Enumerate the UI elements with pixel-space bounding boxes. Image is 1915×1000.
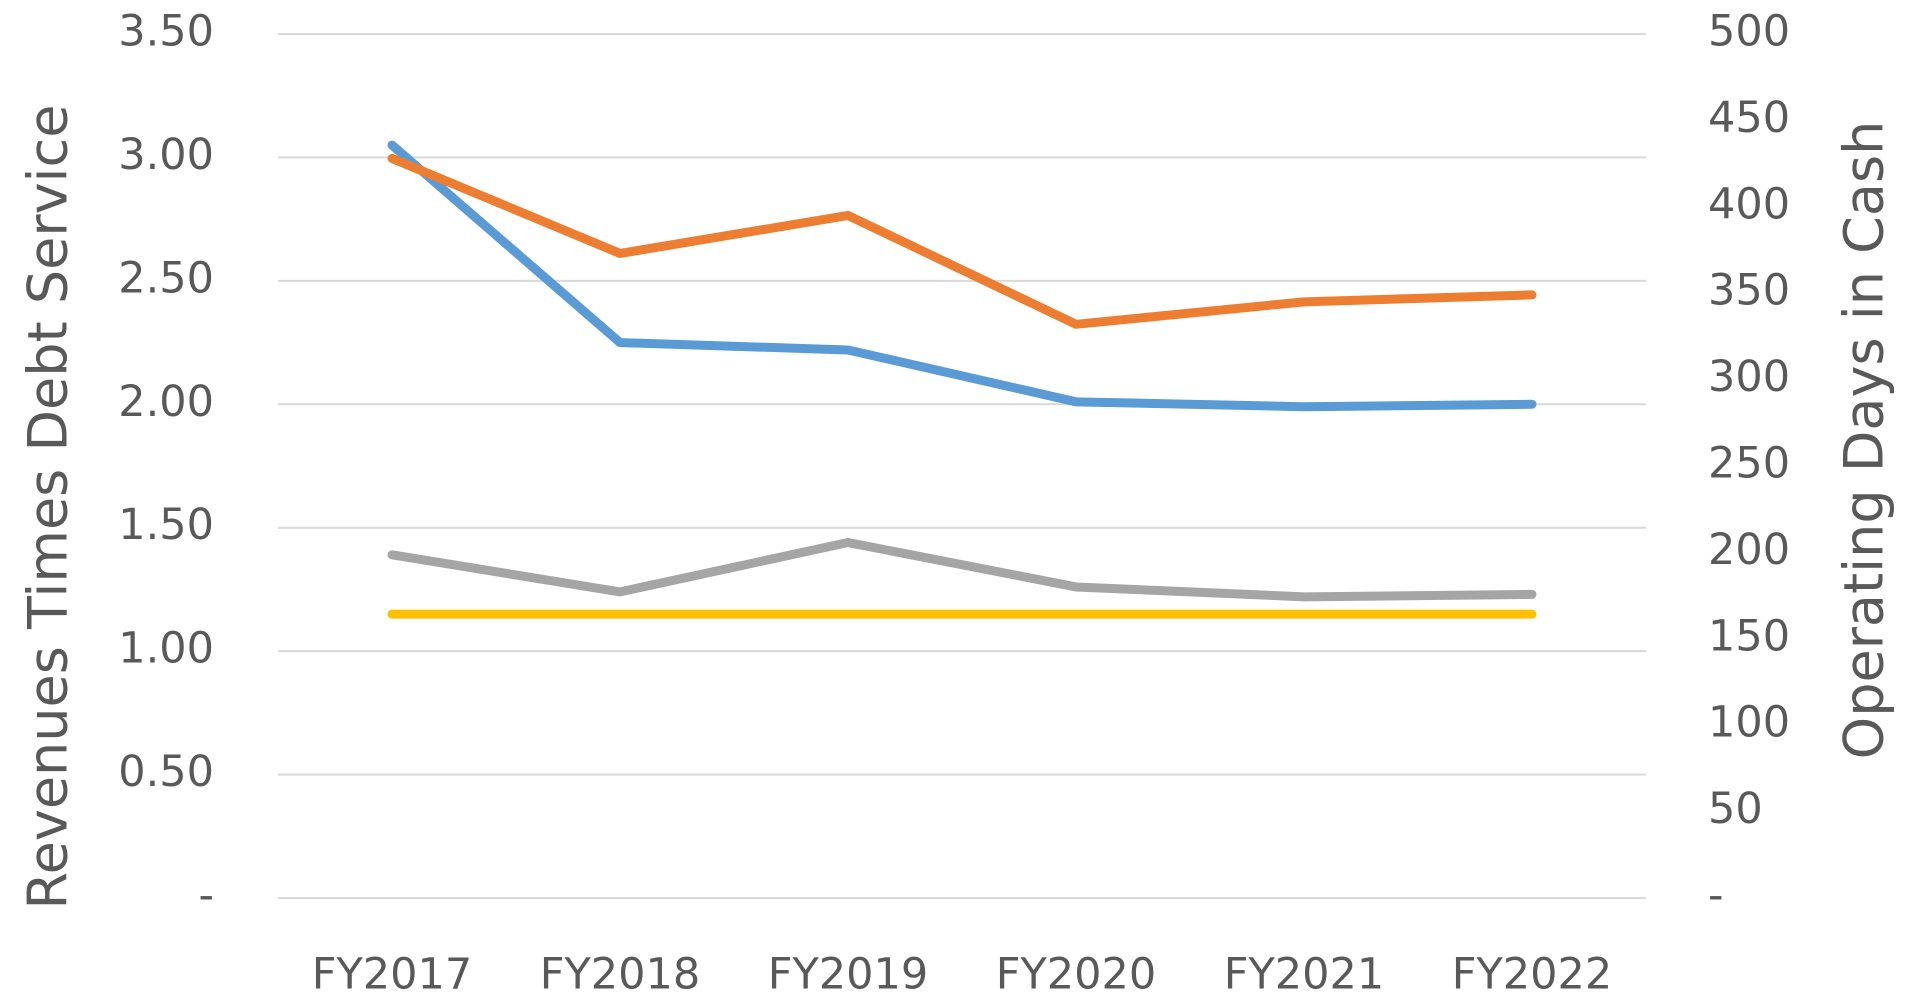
y2-tick-label: 400 <box>1708 179 1790 229</box>
y2-tick-label: 250 <box>1708 439 1790 489</box>
y2-tick-label: 50 <box>1708 784 1763 834</box>
y-tick-label: 2.00 <box>118 377 214 427</box>
y2-tick-label: 300 <box>1708 352 1790 402</box>
y2-tick-label: 200 <box>1708 525 1790 575</box>
x-tick-label: FY2019 <box>768 950 928 1000</box>
x-tick-label: FY2022 <box>1452 950 1612 1000</box>
y-tick-label: 0.50 <box>118 747 214 797</box>
x-tick-label: FY2017 <box>312 950 472 1000</box>
line <box>387 153 1537 329</box>
y2-tick-label: - <box>1708 871 1724 921</box>
y-tick-label: 1.50 <box>118 500 214 550</box>
y-tick-label: - <box>198 871 214 921</box>
line <box>387 538 1537 602</box>
y-tick-label: 3.00 <box>118 130 214 180</box>
y2-tick-label: 500 <box>1708 7 1790 57</box>
x-tick-label: FY2020 <box>996 950 1156 1000</box>
y2-tick-label: 350 <box>1708 266 1790 316</box>
y2-tick-label: 100 <box>1708 698 1790 748</box>
y-tick-label: 1.00 <box>118 624 214 674</box>
y2-axis-title: Operating Days in Cash <box>1833 121 1896 760</box>
x-tick-label: FY2021 <box>1224 950 1384 1000</box>
y-tick-label: 3.50 <box>118 7 214 57</box>
y-axis-title: Revenues Times Debt Service <box>17 105 80 910</box>
y-tick-label: 2.50 <box>118 253 214 303</box>
line <box>387 140 1537 412</box>
y2-tick-label: 150 <box>1708 611 1790 661</box>
x-tick-label: FY2018 <box>540 950 700 1000</box>
y2-tick-label: 450 <box>1708 93 1790 143</box>
